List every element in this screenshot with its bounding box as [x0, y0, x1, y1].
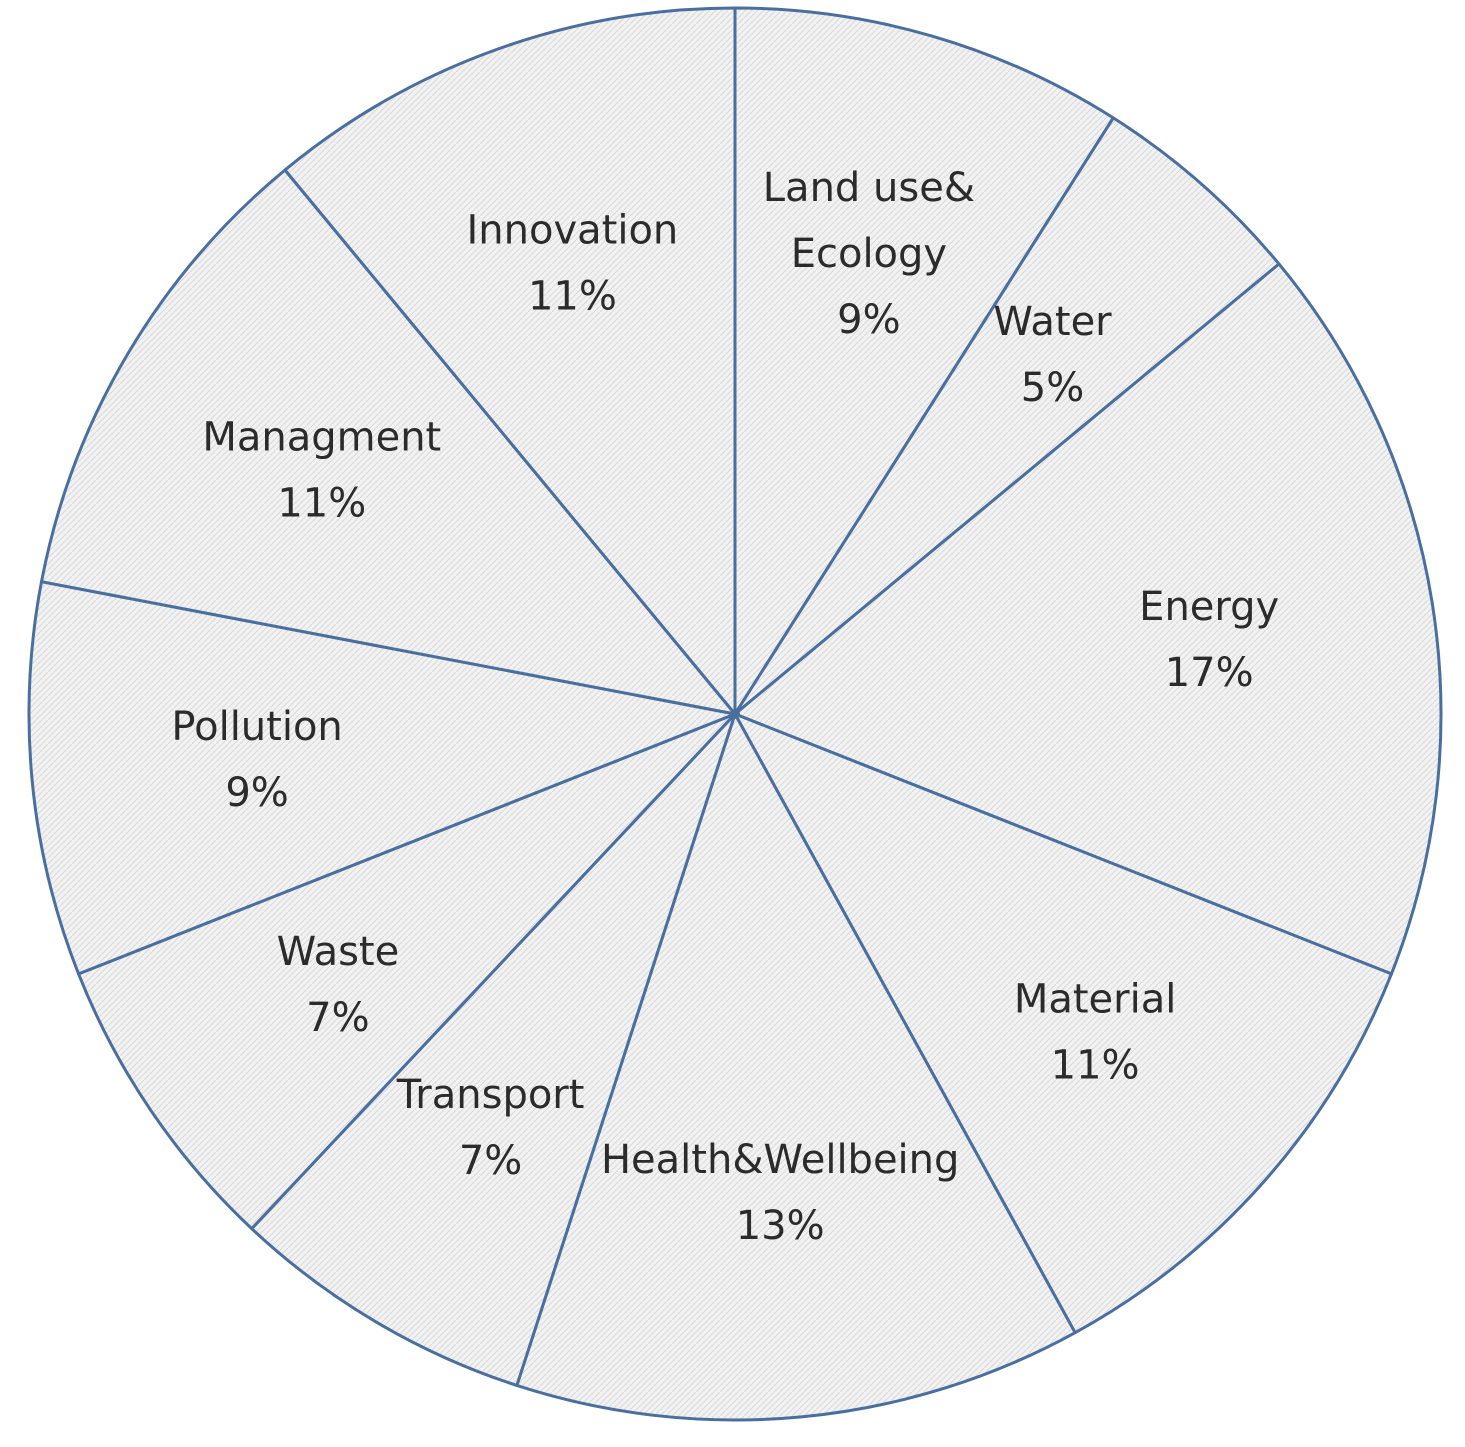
- slice-label: Pollution 9%: [171, 704, 342, 816]
- slice-label: Water 5%: [993, 299, 1112, 411]
- pie-slice: [40, 168, 737, 716]
- pie-slice: [733, 712, 1393, 1335]
- pie-slice: [733, 116, 1281, 716]
- slice-label: Innovation 11%: [467, 207, 679, 319]
- slice-name: Energy: [1139, 584, 1279, 630]
- slice-name: Material: [1014, 977, 1177, 1023]
- slice-label: Energy 17%: [1139, 584, 1279, 696]
- slice-percent: 5%: [1021, 365, 1084, 411]
- pie-slices: [27, 6, 1443, 1422]
- slice-label: Material 11%: [1014, 977, 1177, 1089]
- slice-name: Innovation: [467, 207, 679, 253]
- pie-center: [730, 709, 740, 719]
- slice-percent: 9%: [225, 770, 288, 816]
- pie-slice: [27, 580, 737, 976]
- pie-slice: [515, 712, 1077, 1422]
- pie-slice: [77, 712, 737, 1231]
- slice-percent: 9%: [837, 297, 900, 343]
- slice-name: Health&Wellbeing: [601, 1137, 959, 1183]
- pie-slice: [733, 6, 1115, 716]
- slice-name: Pollution: [171, 704, 342, 750]
- slice-label: Land use& Ecology 9%: [763, 165, 975, 343]
- pie-slice: [283, 6, 737, 716]
- slice-name: Transport: [396, 1072, 585, 1118]
- slice-label: Waste 7%: [277, 929, 400, 1041]
- slice-name: Ecology: [791, 231, 947, 277]
- slice-percent: 11%: [528, 273, 617, 319]
- slice-percent: 13%: [736, 1203, 825, 1249]
- slice-label: Managment 11%: [202, 415, 441, 527]
- slice-percent: 7%: [306, 995, 369, 1041]
- slice-label: Transport 7%: [396, 1072, 585, 1184]
- slice-label: Health&Wellbeing 13%: [601, 1137, 959, 1249]
- slice-name: Managment: [202, 415, 441, 461]
- slice-percent: 11%: [277, 481, 366, 527]
- slice-name: Land use&: [763, 165, 975, 211]
- slice-percent: 17%: [1165, 650, 1254, 696]
- slice-name: Waste: [277, 929, 400, 975]
- pie-labels: Land use& Ecology 9% Water 5% Energy 17% Materi…: [171, 165, 1279, 1249]
- slice-percent: 7%: [459, 1138, 522, 1184]
- slice-name: Water: [993, 299, 1112, 345]
- pie-slice: [250, 712, 737, 1387]
- pie-slice: [733, 262, 1443, 976]
- slice-percent: 11%: [1051, 1043, 1140, 1089]
